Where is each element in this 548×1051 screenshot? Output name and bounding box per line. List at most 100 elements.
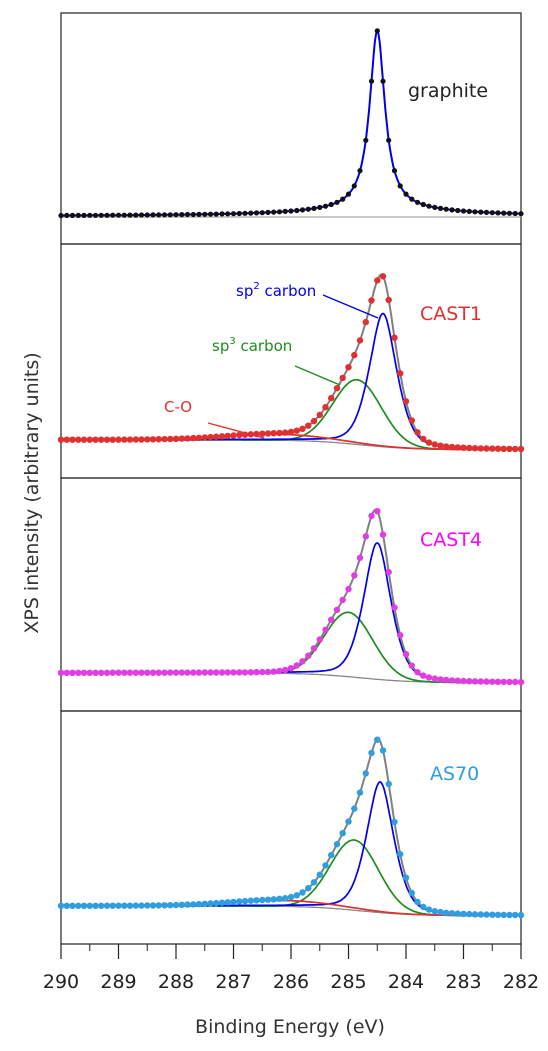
data-point	[172, 435, 180, 442]
graphite-point	[478, 209, 484, 215]
graphite-point	[265, 209, 271, 215]
data-point	[144, 436, 151, 443]
sp3-pointer	[294, 365, 341, 386]
data-point	[425, 674, 433, 681]
data-point	[92, 902, 99, 909]
data-point	[356, 337, 364, 344]
sp2-pointer	[322, 294, 379, 319]
graphite-point	[437, 205, 444, 211]
x-tick-label: 286	[273, 971, 309, 993]
graphite-point	[75, 212, 81, 218]
graphite-point	[299, 207, 306, 213]
data-point	[86, 669, 94, 676]
data-point	[431, 441, 438, 448]
data-point	[178, 669, 185, 676]
data-point	[201, 669, 208, 676]
data-point	[362, 770, 369, 777]
data-point	[57, 902, 65, 909]
data-point	[213, 669, 220, 676]
data-point	[190, 901, 197, 908]
data-point	[75, 436, 82, 443]
graphite-point	[58, 212, 64, 219]
label-as70: AS70	[430, 763, 479, 785]
data-point	[201, 900, 208, 907]
data-point	[138, 902, 145, 909]
data-point	[500, 445, 507, 452]
graphite-point	[64, 212, 70, 218]
data-point	[339, 374, 346, 382]
data-point	[293, 892, 300, 899]
data-point	[172, 669, 180, 676]
data-point	[500, 678, 507, 686]
panel-cast4	[57, 477, 525, 712]
data-point	[270, 430, 277, 437]
data-point	[161, 902, 168, 909]
graphite-point	[397, 183, 403, 189]
data-point	[448, 443, 456, 451]
graphite-point	[127, 212, 133, 218]
data-point	[305, 422, 312, 429]
data-point	[460, 444, 467, 451]
data-point	[161, 435, 168, 443]
data-point	[69, 669, 76, 676]
data-point	[276, 895, 283, 902]
data-point	[517, 445, 525, 453]
graphite-point	[156, 212, 162, 218]
data-point	[305, 652, 312, 659]
data-point	[178, 435, 185, 442]
data-point	[356, 554, 364, 561]
graphite-point	[305, 206, 311, 212]
data-point	[402, 398, 410, 405]
data-point	[316, 411, 323, 419]
graphite-point	[87, 212, 93, 218]
data-point	[310, 417, 318, 425]
graphite-point	[357, 168, 363, 174]
data-point	[103, 669, 111, 676]
x-tick-label: 285	[330, 971, 366, 993]
graphite-point	[489, 210, 495, 216]
data-point	[103, 436, 111, 443]
data-point	[408, 417, 415, 424]
graphite-point	[380, 78, 386, 84]
data-point	[420, 435, 427, 443]
graphite-point	[173, 212, 179, 218]
data-point	[80, 902, 88, 909]
graphite-point	[236, 210, 242, 217]
data-point	[385, 296, 392, 304]
data-point	[425, 906, 433, 913]
data-point	[264, 896, 272, 903]
data-point	[224, 899, 231, 906]
data-point	[218, 669, 226, 676]
graphite-point	[276, 209, 283, 215]
data-point	[190, 669, 197, 676]
data-point	[195, 900, 203, 908]
data-point	[477, 678, 484, 685]
data-point	[466, 678, 473, 685]
data-point	[374, 277, 381, 284]
x-tick-label: 283	[445, 971, 481, 993]
graphite-point	[460, 208, 467, 214]
graphite-point	[374, 28, 380, 34]
data-point	[270, 668, 277, 675]
data-point	[374, 736, 381, 743]
data-point	[368, 749, 375, 757]
data-point	[310, 879, 318, 886]
data-point	[443, 909, 450, 916]
data-point	[414, 669, 421, 676]
data-point	[431, 908, 438, 915]
data-point	[368, 297, 375, 304]
data-point	[397, 851, 404, 858]
data-point	[144, 669, 151, 676]
graphite-point	[414, 199, 421, 205]
data-point	[506, 911, 513, 919]
graphite-fit	[61, 28, 522, 217]
data-point	[115, 902, 122, 909]
data-point	[161, 669, 168, 676]
data-point	[253, 897, 260, 904]
graphite-point	[138, 212, 145, 218]
graphite-point	[506, 210, 513, 216]
data-point	[270, 896, 277, 903]
data-point	[69, 436, 76, 443]
data-point	[109, 669, 116, 676]
x-axis-title: Binding Energy (eV)	[195, 1016, 385, 1038]
